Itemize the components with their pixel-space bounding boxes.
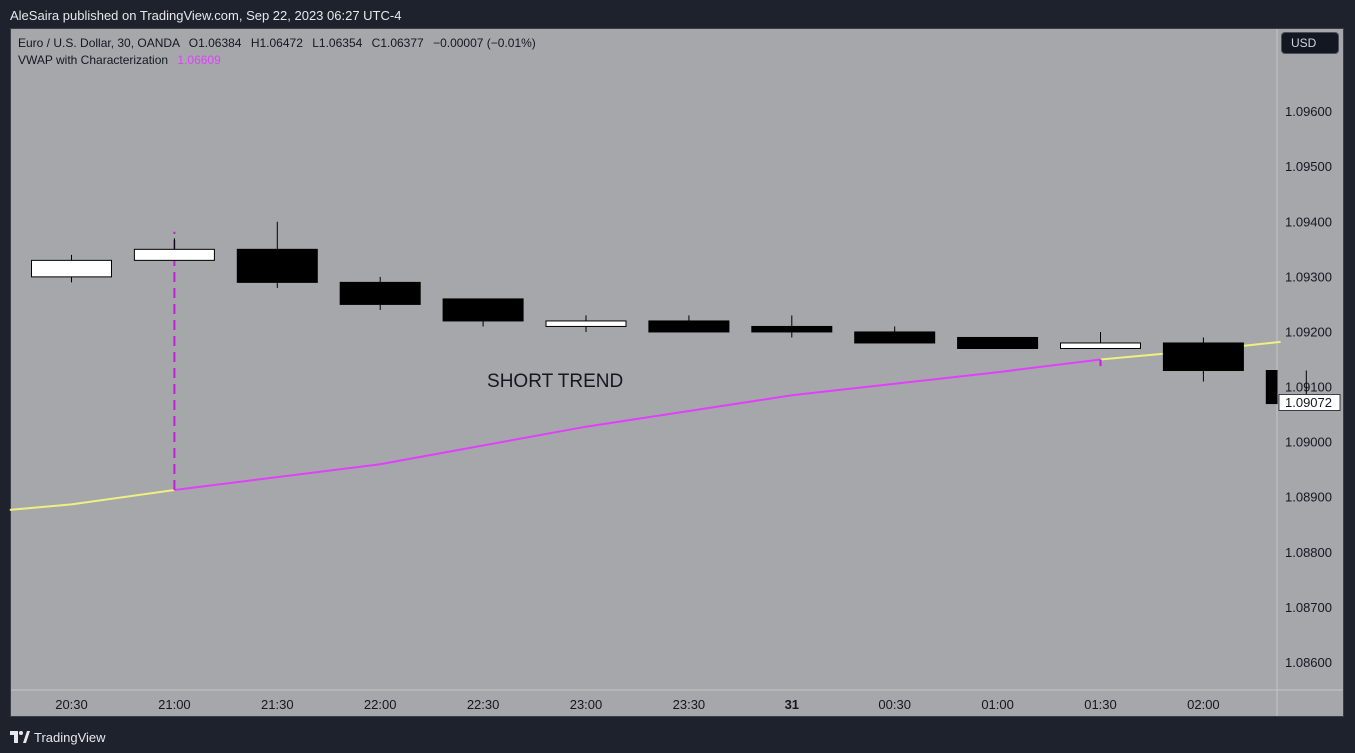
- vwap-line: [9, 340, 1281, 511]
- candle: [957, 336, 1039, 349]
- last-price-label: 1.09072: [1278, 394, 1341, 411]
- price-tick-label: 1.09400: [1285, 214, 1332, 229]
- candle-body: [236, 248, 318, 283]
- candle: [1162, 337, 1244, 382]
- ohlc-row: Euro / U.S. Dollar, 30, OANDA O1.06384 H…: [18, 35, 536, 52]
- price-tick-label: 1.09600: [1285, 104, 1332, 119]
- candle: [854, 326, 936, 344]
- candle: [236, 221, 318, 288]
- time-tick-label: 01:30: [1084, 697, 1117, 712]
- price-tick-label: 1.09500: [1285, 159, 1332, 174]
- candles: [31, 221, 1307, 405]
- price-tick-label: 1.09000: [1285, 435, 1332, 450]
- candle: [751, 315, 833, 338]
- candle: [31, 254, 112, 283]
- last-price-value: 1.09072: [1285, 395, 1332, 410]
- indicator-name[interactable]: VWAP with Characterization: [18, 53, 169, 67]
- candle-body: [1162, 342, 1244, 372]
- indicator-row: VWAP with Characterization 1.06609: [18, 52, 536, 69]
- time-tick-label: 23:30: [673, 697, 706, 712]
- time-tick-label: 20:30: [55, 697, 88, 712]
- candle-body: [339, 281, 421, 305]
- change-value: −0.00007 (−0.01%): [433, 36, 536, 50]
- candle-body: [545, 320, 627, 327]
- price-tick-label: 1.09300: [1285, 269, 1332, 284]
- publisher-bar: AleSaira published on TradingView.com, S…: [0, 0, 1355, 28]
- time-tick-label: 21:00: [158, 697, 191, 712]
- price-axis[interactable]: 1.09600 1.09500 1.09400 1.09300 1.09200 1.091…: [1285, 104, 1332, 670]
- symbol-name[interactable]: Euro / U.S. Dollar, 30, OANDA: [18, 36, 180, 50]
- tradingview-brand[interactable]: TradingView: [10, 728, 106, 746]
- candle: [545, 315, 627, 332]
- close-label: C: [371, 36, 381, 50]
- candle: [648, 315, 730, 333]
- time-tick-label: 23:00: [570, 697, 603, 712]
- open-value: 1.06384: [198, 36, 242, 50]
- low-value: 1.06354: [318, 36, 363, 50]
- time-tick-label: 21:30: [261, 697, 294, 712]
- time-tick-label: 02:00: [1187, 697, 1220, 712]
- vwap-segment-highlight: [174, 358, 1101, 491]
- candle-body: [648, 320, 730, 333]
- tradingview-logo-icon: [10, 731, 30, 743]
- time-tick-label: 01:00: [981, 697, 1014, 712]
- short-trend-annotation: SHORT TREND: [487, 371, 623, 392]
- price-tick-label: 1.09100: [1285, 380, 1332, 395]
- candle: [339, 276, 421, 310]
- candle-body: [133, 248, 215, 261]
- candle-body: [442, 298, 524, 322]
- time-tick-label: 00:30: [878, 697, 911, 712]
- price-tick-label: 1.08700: [1285, 600, 1332, 615]
- price-tick-label: 1.08800: [1285, 545, 1332, 560]
- chart-legend: Euro / U.S. Dollar, 30, OANDA O1.06384 H…: [18, 35, 536, 69]
- close-value: 1.06377: [380, 36, 424, 50]
- price-tick-label: 1.09200: [1285, 324, 1332, 339]
- publisher-text: AleSaira published on TradingView.com, S…: [10, 8, 402, 23]
- time-tick-label: 31: [785, 697, 799, 712]
- signal-marker: [173, 231, 1102, 491]
- chart-pane[interactable]: [10, 28, 1344, 717]
- time-tick-label: 22:30: [467, 697, 500, 712]
- candle: [442, 298, 524, 327]
- indicator-value: 1.06609: [177, 53, 221, 67]
- candle-body: [751, 325, 833, 333]
- high-label: H: [250, 36, 260, 50]
- vwap-segment-normal: [9, 489, 175, 511]
- candle-body: [1060, 342, 1141, 349]
- brand-name: TradingView: [34, 729, 106, 745]
- candle-body: [854, 331, 936, 344]
- time-axis[interactable]: 20:30 21:00 21:30 22:00 22:30 23:00 23:30 31 00:…: [55, 697, 1219, 712]
- currency-button[interactable]: USD: [1281, 32, 1339, 54]
- candle: [133, 238, 215, 261]
- low-label: L: [312, 36, 319, 50]
- price-tick-label: 1.08900: [1285, 490, 1332, 505]
- candle-body: [957, 336, 1039, 349]
- open-label: O: [188, 36, 199, 50]
- candle-body: [31, 259, 112, 278]
- candle-body: [1265, 370, 1278, 405]
- price-tick-label: 1.08600: [1285, 655, 1332, 670]
- candle: [1060, 331, 1141, 349]
- high-value: 1.06472: [259, 36, 303, 50]
- time-tick-label: 22:00: [364, 697, 397, 712]
